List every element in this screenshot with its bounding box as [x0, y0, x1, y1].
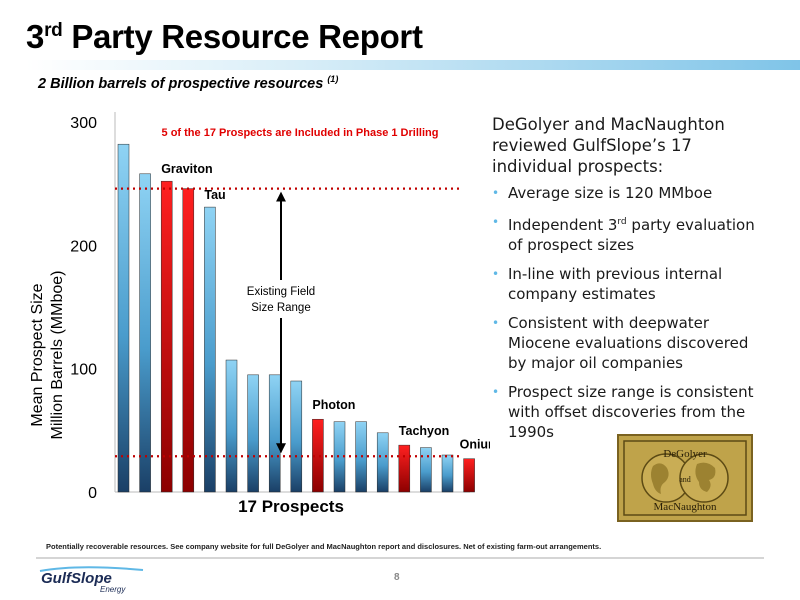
- bar-phase1-prospect: [398, 444, 411, 493]
- bar-phase1-prospect: [160, 180, 173, 493]
- y-tick-label: 0: [88, 485, 97, 502]
- finding-text: In-line with previous internal company e…: [508, 265, 723, 303]
- finding-text: Average size is 120 MMboe: [508, 184, 713, 202]
- prospect-name-label: Photon: [312, 398, 355, 412]
- bullet-icon: •: [492, 267, 500, 281]
- degolyer-and-wordmark: and: [679, 475, 691, 484]
- finding-text: Consistent with deepwater Miocene evalua…: [508, 314, 749, 372]
- field-range-label-background: [238, 280, 324, 318]
- title-number: 3: [26, 18, 45, 55]
- y-axis-title-line2: Million Barrels (MMboe): [49, 271, 66, 440]
- prospect-name-label: Onium: [460, 438, 490, 452]
- bar-prospect: [117, 143, 130, 493]
- bar-prospect: [204, 206, 216, 493]
- finding-miocene-consistency: • Consistent with deepwater Miocene evalu…: [492, 313, 767, 373]
- field-range-label-line2: Size Range: [251, 302, 310, 314]
- finding-superscript: rd: [617, 217, 627, 227]
- key-findings-list: • Average size is 120 MMboe • Independent …: [492, 183, 767, 442]
- gulfslope-energy-wordmark: Energy: [100, 585, 126, 594]
- title-text: Party Resource Report: [62, 18, 423, 55]
- bar-prospect: [268, 374, 281, 493]
- finding-text: Prospect size range is consistent with o…: [508, 383, 754, 441]
- bullet-icon: •: [492, 385, 500, 399]
- y-tick-label: 200: [70, 238, 97, 255]
- footer-divider: [36, 557, 764, 559]
- prospect-size-bar-chart: 0 100 200 300 Existing Field Size Range Gravit…: [29, 112, 490, 516]
- macnaughton-wordmark: MacNaughton: [654, 501, 717, 513]
- y-tick-label: 100: [70, 362, 97, 379]
- degolyer-wordmark: DeGolyer: [663, 448, 707, 460]
- bullet-icon: •: [492, 316, 500, 330]
- finding-independent-evaluation: • Independent 3rd party evaluation of pro…: [492, 212, 767, 255]
- phase1-drilling-callout: 5 of the 17 Prospects are Included in Ph…: [162, 127, 439, 139]
- bar-prospect: [247, 374, 259, 493]
- slide-subtitle: 2 Billion barrels of prospective resourc…: [38, 74, 338, 92]
- slide-footnote: Potentially recoverable resources. See c…: [46, 542, 602, 551]
- finding-text: party evaluation of prospect sizes: [508, 216, 755, 254]
- finding-internal-estimates: • In-line with previous internal company …: [492, 264, 767, 304]
- bar-prospect: [290, 380, 303, 493]
- prospect-name-label: Graviton: [161, 162, 212, 176]
- prospect-name-label: Tachyon: [399, 424, 449, 438]
- bullet-icon: •: [492, 215, 500, 229]
- chart-plot-area: 0 100 200 300 Existing Field Size Range Gravit…: [29, 112, 490, 516]
- slide-title: 3rd Party Resource Report: [26, 18, 423, 56]
- gulfslope-energy-logo: GulfSlope Energy: [39, 566, 144, 594]
- y-axis-title-line1: Mean Prospect Size: [29, 283, 46, 426]
- x-axis-title: 17 Prospects: [238, 497, 344, 516]
- key-findings-intro: DeGolyer and MacNaughton reviewed GulfSl…: [492, 115, 725, 176]
- bar-prospect: [225, 359, 238, 493]
- prospect-name-label: Tau: [204, 188, 225, 202]
- bar-prospect: [139, 173, 151, 493]
- finding-offset-discoveries: • Prospect size range is consistent with …: [492, 382, 767, 442]
- bar-prospect: [441, 454, 454, 493]
- page-number: 8: [394, 572, 400, 583]
- bar-phase1-prospect: [182, 188, 195, 493]
- title-underline-bar: [26, 60, 800, 70]
- bar-phase1-prospect: [312, 418, 324, 493]
- finding-text: Independent 3: [508, 216, 618, 234]
- subtitle-footnote-ref: (1): [327, 74, 339, 84]
- degolyer-macnaughton-logo: DeGolyer and MacNaughton: [617, 434, 753, 522]
- key-findings-panel: DeGolyer and MacNaughton reviewed GulfSl…: [492, 114, 767, 451]
- y-tick-label: 300: [70, 115, 97, 132]
- bar-phase1-prospect: [463, 458, 475, 493]
- title-superscript: rd: [44, 20, 63, 41]
- bar-prospect: [376, 432, 389, 493]
- field-range-label-line1: Existing Field: [247, 286, 315, 298]
- finding-average-size: • Average size is 120 MMboe: [492, 183, 767, 203]
- gulfslope-wordmark: GulfSlope: [41, 570, 112, 587]
- bar-prospect: [420, 447, 432, 493]
- subtitle-text: 2 Billion barrels of prospective resourc…: [38, 75, 328, 92]
- bullet-icon: •: [492, 186, 500, 200]
